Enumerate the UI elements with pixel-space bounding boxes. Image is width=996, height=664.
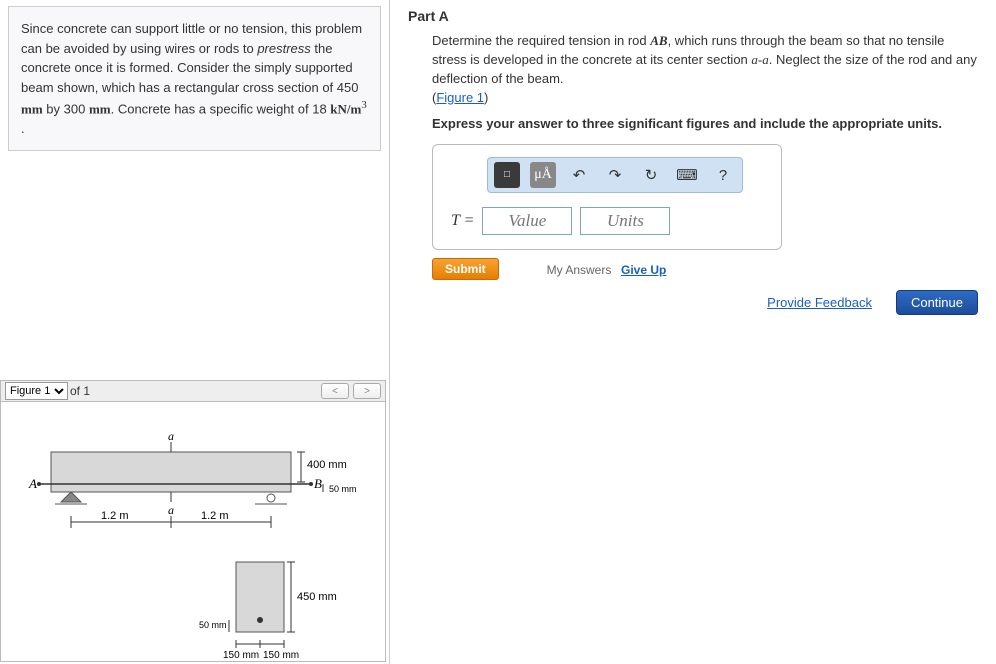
- unit-mm: mm: [21, 101, 43, 116]
- submit-button[interactable]: Submit: [432, 258, 499, 280]
- figure-svg: a a A B 1.2 m 1.2 m 400 mm 50 mm: [11, 422, 371, 662]
- units-input[interactable]: [580, 207, 670, 235]
- problem-text: . Concrete has a specific weight of 18: [111, 101, 331, 116]
- dim-150r: 150 mm: [263, 650, 299, 661]
- units-tool-icon[interactable]: μÅ: [530, 162, 556, 188]
- part-title: Part A: [408, 8, 978, 24]
- submit-row: Submit My Answers Give Up: [432, 258, 978, 280]
- figure-body: a a A B 1.2 m 1.2 m 400 mm 50 mm: [0, 402, 386, 662]
- figure-panel: Figure 1 of 1 < > a: [0, 380, 386, 662]
- continue-button[interactable]: Continue: [896, 290, 978, 315]
- problem-text: by 300: [43, 101, 89, 116]
- dim-50b: 50 mm: [199, 620, 227, 630]
- dim-50: 50 mm: [329, 484, 357, 494]
- answer-row: T =: [447, 207, 767, 235]
- my-answers-label: My Answers: [547, 263, 612, 277]
- rod-ab: AB: [650, 33, 667, 48]
- exponent: 3: [361, 99, 366, 111]
- unit-kn: kN/m: [330, 101, 361, 116]
- dim-400: 400 mm: [307, 459, 347, 471]
- dim-150l: 150 mm: [223, 650, 259, 661]
- dim-span-right: 1.2 m: [201, 510, 229, 522]
- reset-icon[interactable]: ↻: [638, 162, 664, 188]
- answers-links: My Answers Give Up: [547, 262, 667, 277]
- give-up-link[interactable]: Give Up: [621, 263, 666, 277]
- problem-description: Since concrete can support little or no …: [8, 6, 381, 151]
- dim-span-left: 1.2 m: [101, 510, 129, 522]
- figure-select[interactable]: Figure 1: [5, 382, 68, 400]
- fraction-tool-icon[interactable]: □: [494, 162, 520, 188]
- answer-box: □ μÅ ↶ ↷ ↻ ⌨ ? T =: [432, 144, 782, 250]
- help-icon[interactable]: ?: [710, 162, 736, 188]
- answer-toolbar: □ μÅ ↶ ↷ ↻ ⌨ ?: [487, 157, 743, 193]
- figure-of-label: of 1: [70, 384, 90, 398]
- t-label: T =: [451, 212, 474, 230]
- keyboard-icon[interactable]: ⌨: [674, 162, 700, 188]
- label-B: B: [314, 476, 322, 491]
- prestress-word: prestress: [257, 41, 310, 56]
- problem-text: .: [21, 121, 25, 136]
- section-aa: a-a: [751, 52, 768, 67]
- figure-prev-button[interactable]: <: [321, 383, 349, 399]
- figure-tabs: Figure 1 of 1 < >: [0, 380, 386, 402]
- figure-link[interactable]: Figure 1: [436, 90, 484, 105]
- value-input[interactable]: [482, 207, 572, 235]
- label-a: a: [168, 429, 174, 443]
- unit-mm: mm: [89, 101, 111, 116]
- label-A: A: [28, 476, 37, 491]
- provide-feedback-link[interactable]: Provide Feedback: [767, 295, 872, 310]
- part-text: Determine the required tension in rod AB…: [432, 32, 978, 134]
- right-pane: Part A Determine the required tension in…: [390, 0, 996, 664]
- redo-icon[interactable]: ↷: [602, 162, 628, 188]
- figure-next-button[interactable]: >: [353, 383, 381, 399]
- answer-instruction: Express your answer to three significant…: [432, 115, 978, 134]
- left-pane: Since concrete can support little or no …: [0, 0, 390, 664]
- undo-icon[interactable]: ↶: [566, 162, 592, 188]
- label-a: a: [168, 503, 174, 517]
- dim-450: 450 mm: [297, 591, 337, 603]
- footer-row: Provide Feedback Continue: [767, 290, 978, 315]
